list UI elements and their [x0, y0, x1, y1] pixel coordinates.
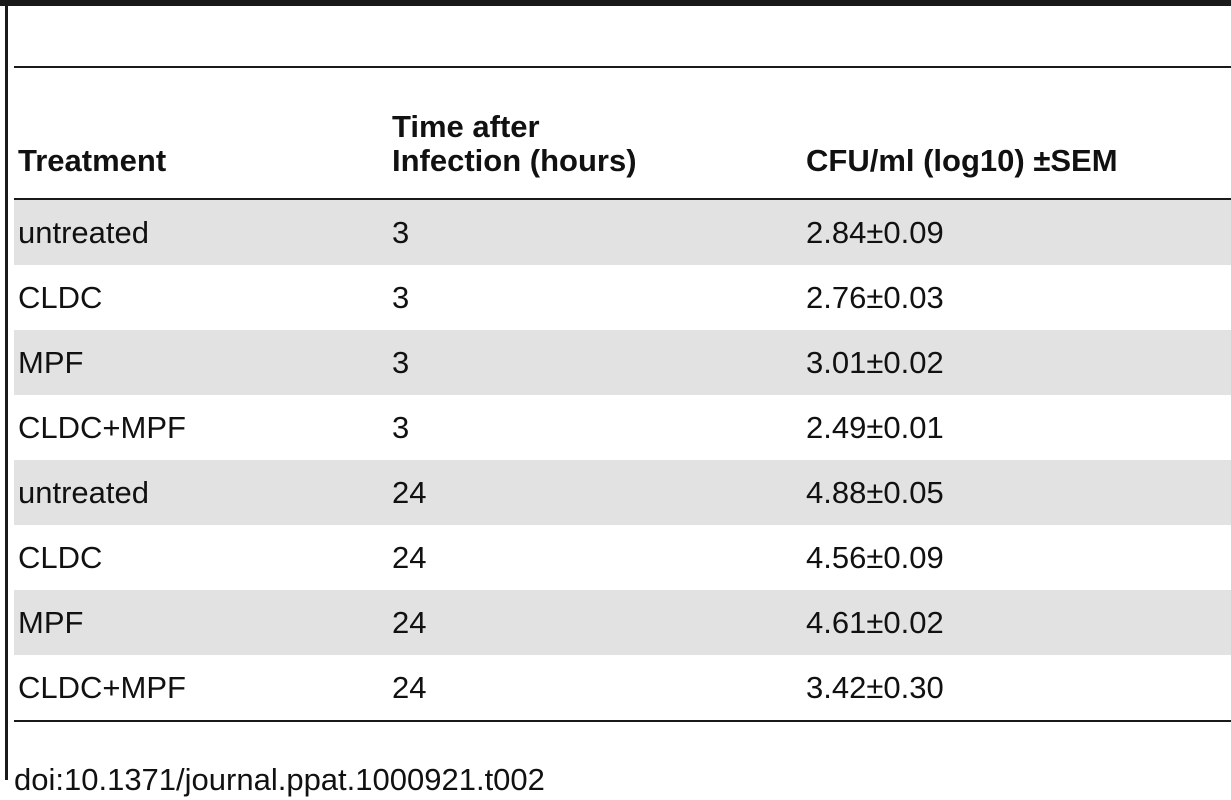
cell-treatment: CLDC+MPF [18, 669, 186, 705]
top-rule [0, 0, 1231, 6]
cell-time: 3 [392, 344, 410, 380]
table-header: Treatment Time after Infection (hours) C… [14, 67, 1231, 199]
cell-cfu: 4.56±0.09 [806, 539, 944, 575]
cell-cfu: 3.01±0.02 [806, 344, 944, 380]
cell-time: 24 [392, 669, 427, 705]
header-time: Time after Infection (hours) [392, 109, 637, 178]
left-rule [5, 0, 8, 780]
header-row: Treatment Time after Infection (hours) C… [14, 67, 1231, 199]
table-container: Treatment Time after Infection (hours) C… [14, 66, 1231, 722]
cell-cfu: 2.84±0.09 [806, 214, 944, 250]
header-cfu: CFU/ml (log10) ±SEM [806, 143, 1118, 178]
data-table: Treatment Time after Infection (hours) C… [14, 66, 1231, 722]
cell-treatment: CLDC [18, 279, 103, 315]
table-row: MPF 24 4.61±0.02 [14, 590, 1231, 655]
cell-treatment: CLDC+MPF [18, 409, 186, 445]
table-row: CLDC 3 2.76±0.03 [14, 265, 1231, 330]
table-body: untreated 3 2.84±0.09 CLDC 3 2.76±0.03 MPF 3 3.0… [14, 199, 1231, 721]
table-row: untreated 24 4.88±0.05 [14, 460, 1231, 525]
cell-treatment: MPF [18, 604, 84, 640]
cell-time: 24 [392, 604, 427, 640]
header-treatment: Treatment [18, 143, 167, 178]
cell-cfu: 4.61±0.02 [806, 604, 944, 640]
cell-treatment: untreated [18, 214, 149, 250]
table-row: CLDC+MPF 24 3.42±0.30 [14, 655, 1231, 721]
doi-caption: doi:10.1371/journal.ppat.1000921.t002 [14, 762, 545, 797]
cell-time: 3 [392, 409, 410, 445]
cell-treatment: CLDC [18, 539, 103, 575]
cell-cfu: 4.88±0.05 [806, 474, 944, 510]
cell-time: 3 [392, 279, 410, 315]
cell-time: 24 [392, 474, 427, 510]
cell-cfu: 2.49±0.01 [806, 409, 944, 445]
cell-treatment: MPF [18, 344, 84, 380]
cell-time: 24 [392, 539, 427, 575]
table-row: untreated 3 2.84±0.09 [14, 199, 1231, 265]
table-row: CLDC+MPF 3 2.49±0.01 [14, 395, 1231, 460]
cell-treatment: untreated [18, 474, 149, 510]
cell-cfu: 3.42±0.30 [806, 669, 944, 705]
table-row: MPF 3 3.01±0.02 [14, 330, 1231, 395]
cell-cfu: 2.76±0.03 [806, 279, 944, 315]
cell-time: 3 [392, 214, 410, 250]
table-row: CLDC 24 4.56±0.09 [14, 525, 1231, 590]
